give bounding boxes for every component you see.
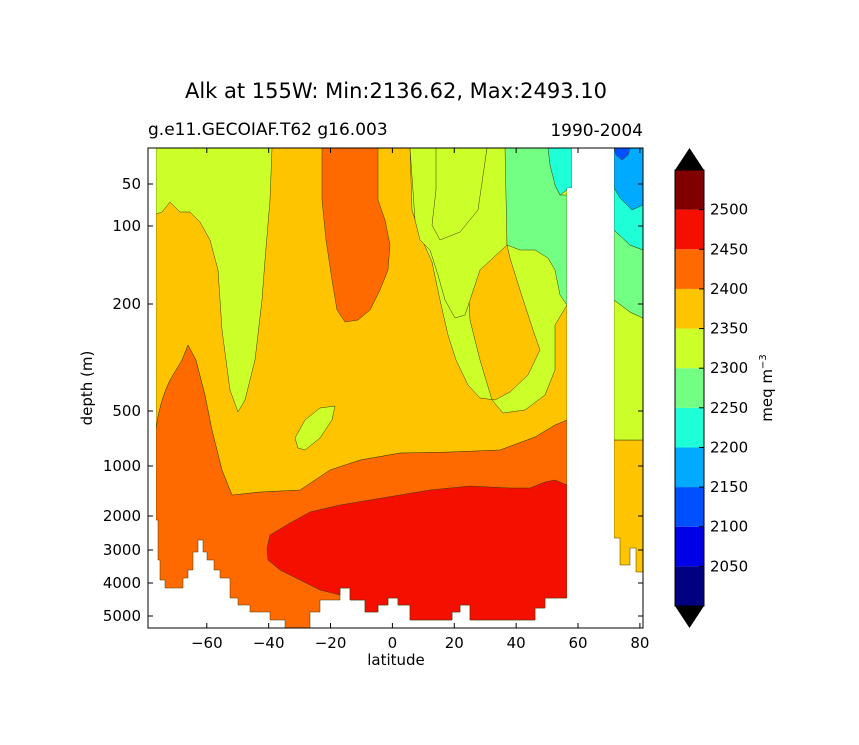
colorbar-segment — [675, 170, 704, 210]
x-tick-label: 20 — [445, 634, 464, 652]
colorbar-segment — [675, 487, 704, 527]
x-tick-label: 80 — [630, 634, 649, 652]
x-tick-label: −20 — [315, 634, 347, 652]
chart-subtitle-left: g.e11.GECOIAF.T62 g16.003 — [148, 120, 388, 140]
colorbar-segment — [675, 288, 704, 329]
colorbar-frame — [674, 169, 705, 607]
y-tick-label: 500 — [112, 402, 141, 420]
colorbar-tick-label: 2400 — [710, 280, 748, 298]
x-tick-label: 0 — [388, 634, 398, 652]
colorbar-tick-label: 2050 — [710, 557, 748, 575]
band-2400-2450-tongue — [321, 148, 391, 323]
band-arctic-lime — [613, 299, 643, 441]
y-tick-label: 2000 — [103, 507, 141, 525]
colorbar-segment — [675, 209, 704, 250]
colorbar-tick-label: 2350 — [710, 320, 748, 338]
band-arctic-deepblue — [613, 148, 631, 161]
x-tick-label: 40 — [507, 634, 526, 652]
y-tick-label: 1000 — [103, 457, 141, 475]
colorbar-segment — [675, 447, 704, 488]
band-arctic-yellow — [613, 439, 643, 573]
x-axis: −60 −40 −20 0 20 40 60 80 — [191, 148, 649, 652]
colorbar-tick-label: 2500 — [710, 201, 748, 219]
colorbar-segment — [675, 249, 704, 289]
colorbar-extend-max — [675, 148, 704, 170]
colorbar-tick-label: 2300 — [710, 359, 748, 377]
y-tick-label: 4000 — [103, 574, 141, 592]
y-tick-label: 3000 — [103, 541, 141, 559]
y-axis-label: depth (m) — [78, 351, 96, 426]
colorbar-tick-label: 2150 — [710, 478, 748, 496]
land-mask-edge — [567, 188, 572, 628]
y-axis: 50 100 200 500 1000 2000 3000 4000 5000 — [103, 175, 643, 625]
chart-subtitle-right: 1990-2004 — [550, 121, 643, 141]
land-mask — [572, 148, 614, 628]
plot-frame — [147, 147, 644, 629]
colorbar-tick-label: 2250 — [710, 399, 748, 417]
colorbar-tick-label: 2100 — [710, 518, 748, 536]
x-tick-label: −60 — [191, 634, 223, 652]
colorbar-extend-min — [675, 606, 704, 628]
colorbar-segment — [675, 407, 704, 448]
colorbar: 2050 2100 2150 2200 2250 2300 2350 2400 2450 2500 — [674, 148, 748, 628]
colorbar-label-exp: −3 — [758, 354, 769, 369]
colorbar-label: meq m−3 — [758, 354, 776, 422]
colorbar-segment — [675, 526, 704, 567]
band-2300-2350-lens — [294, 405, 336, 451]
x-tick-label: 60 — [568, 634, 587, 652]
y-tick-label: 100 — [112, 217, 141, 235]
colorbar-label-main: meq m — [758, 369, 776, 422]
band-2300-2350-left — [155, 148, 273, 413]
y-tick-label: 200 — [112, 295, 141, 313]
plot-area — [148, 148, 643, 628]
chart-title: Alk at 155W: Min:2136.62, Max:2493.10 — [185, 79, 607, 103]
colorbar-segment — [675, 368, 704, 408]
colorbar-segment — [675, 328, 704, 369]
colorbar-tick-label: 2200 — [710, 438, 748, 456]
x-axis-label: latitude — [367, 651, 425, 669]
colorbar-segment — [675, 566, 704, 606]
left-mask — [148, 148, 156, 628]
colorbar-tick-label: 2450 — [710, 240, 748, 258]
band-2300-2350-mid — [409, 148, 508, 319]
x-tick-label: −40 — [253, 634, 285, 652]
band-2450-2500 — [266, 479, 568, 621]
y-tick-label: 5000 — [103, 607, 141, 625]
y-tick-label: 50 — [122, 175, 141, 193]
